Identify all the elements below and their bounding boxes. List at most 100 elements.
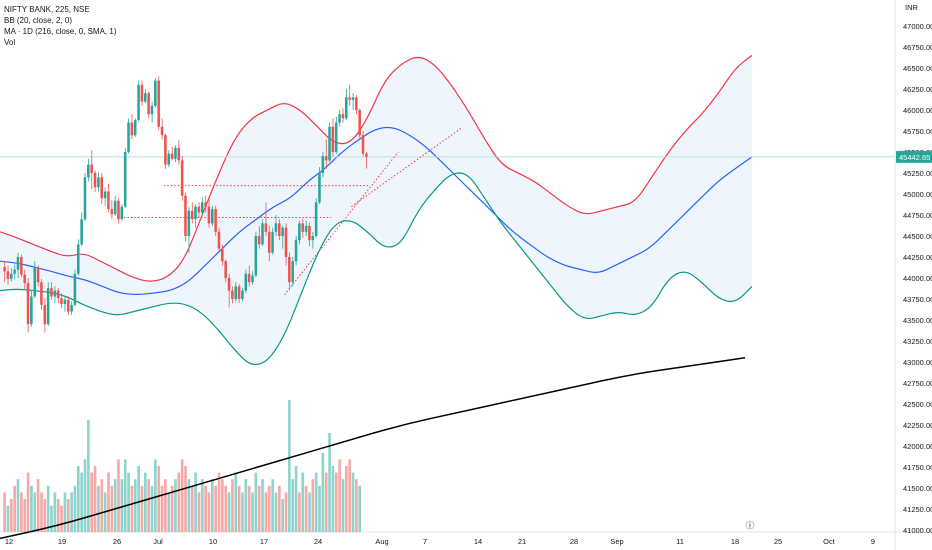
candle[interactable] [123, 152, 127, 207]
candle[interactable] [200, 202, 204, 213]
candle[interactable] [204, 202, 207, 207]
candle[interactable] [40, 282, 43, 305]
candle[interactable] [241, 290, 244, 299]
candle[interactable] [127, 122, 130, 152]
candle[interactable] [334, 122, 338, 152]
candle[interactable] [117, 200, 120, 220]
candle[interactable] [217, 231, 221, 249]
candle[interactable] [13, 269, 16, 274]
candle[interactable] [267, 231, 271, 253]
candle[interactable] [73, 273, 77, 305]
candle[interactable] [90, 164, 93, 173]
candle[interactable] [254, 236, 258, 276]
candle[interactable] [314, 202, 318, 236]
candle[interactable] [231, 290, 234, 299]
candle[interactable] [3, 267, 6, 272]
candle[interactable] [304, 225, 308, 232]
candle[interactable] [345, 97, 348, 119]
candle[interactable] [177, 147, 181, 161]
candle[interactable] [271, 231, 274, 253]
candle[interactable] [154, 80, 157, 106]
legend-symbol[interactable]: NIFTY BANK, 225, NSE [4, 5, 90, 14]
candle[interactable] [264, 223, 268, 232]
candle[interactable] [281, 227, 284, 236]
candle[interactable] [358, 110, 361, 136]
candle[interactable] [150, 105, 154, 115]
candle[interactable] [331, 126, 335, 152]
candle[interactable] [107, 191, 110, 210]
candle[interactable] [194, 206, 197, 220]
candle[interactable] [291, 261, 294, 283]
candle[interactable] [328, 126, 331, 161]
candle[interactable] [221, 248, 224, 262]
candle[interactable] [244, 273, 248, 291]
candle[interactable] [348, 97, 351, 100]
candle[interactable] [110, 209, 114, 215]
candle[interactable] [351, 97, 355, 100]
candle[interactable] [120, 206, 124, 220]
legend-bb[interactable]: BB (20, close, 2, 0) [4, 16, 73, 25]
legend-vol[interactable]: Vol [4, 38, 16, 47]
candle[interactable] [318, 173, 321, 203]
candle[interactable] [80, 219, 83, 245]
candle[interactable] [234, 286, 237, 299]
candle[interactable] [130, 122, 134, 136]
candle[interactable] [187, 210, 191, 236]
candle[interactable] [278, 223, 281, 236]
candle[interactable] [33, 267, 36, 297]
candle[interactable] [97, 177, 100, 188]
candle[interactable] [294, 240, 298, 262]
candle[interactable] [311, 236, 315, 241]
candle[interactable] [298, 223, 301, 241]
candle[interactable] [6, 271, 10, 279]
candle[interactable] [93, 173, 97, 188]
candle[interactable] [83, 177, 87, 220]
candle[interactable] [30, 296, 33, 325]
candle[interactable] [157, 80, 160, 127]
candle[interactable] [257, 236, 261, 245]
candle[interactable] [180, 160, 184, 196]
candle[interactable] [147, 93, 150, 115]
candle[interactable] [211, 209, 214, 224]
candle[interactable] [284, 227, 288, 257]
candle[interactable] [324, 156, 328, 161]
candle[interactable] [16, 257, 20, 270]
candle[interactable] [56, 290, 60, 299]
candle[interactable] [288, 257, 291, 283]
candle[interactable] [174, 147, 177, 159]
candle[interactable] [63, 299, 67, 305]
candle[interactable] [50, 288, 53, 297]
candle[interactable] [23, 274, 26, 284]
candle[interactable] [207, 206, 211, 224]
candle[interactable] [184, 195, 187, 236]
candle[interactable] [321, 156, 325, 173]
trend-line[interactable] [284, 151, 399, 296]
candle[interactable] [87, 164, 90, 178]
candle[interactable] [338, 114, 341, 123]
candle[interactable] [144, 93, 147, 102]
candle[interactable] [251, 275, 254, 283]
legend-ma[interactable]: MA · 1D (216, close, 0, SMA, 1) [4, 27, 117, 36]
candle[interactable] [36, 267, 40, 283]
trend-line[interactable] [351, 127, 462, 208]
candle[interactable] [60, 298, 63, 305]
candle[interactable] [70, 304, 73, 312]
candle[interactable] [274, 223, 278, 232]
candle[interactable] [308, 225, 311, 241]
candle[interactable] [361, 135, 365, 154]
candle[interactable] [103, 191, 107, 199]
candle[interactable] [46, 288, 50, 325]
candle[interactable] [237, 286, 241, 299]
candle[interactable] [167, 153, 170, 165]
candle[interactable] [133, 120, 137, 136]
candle[interactable] [261, 223, 264, 245]
candle[interactable] [140, 84, 144, 102]
candle[interactable] [227, 278, 231, 291]
candle[interactable] [100, 177, 103, 199]
candle[interactable] [43, 304, 47, 325]
candle[interactable] [66, 299, 70, 312]
candle[interactable] [214, 209, 217, 232]
info-icon[interactable] [745, 520, 755, 530]
candle[interactable] [10, 273, 13, 279]
